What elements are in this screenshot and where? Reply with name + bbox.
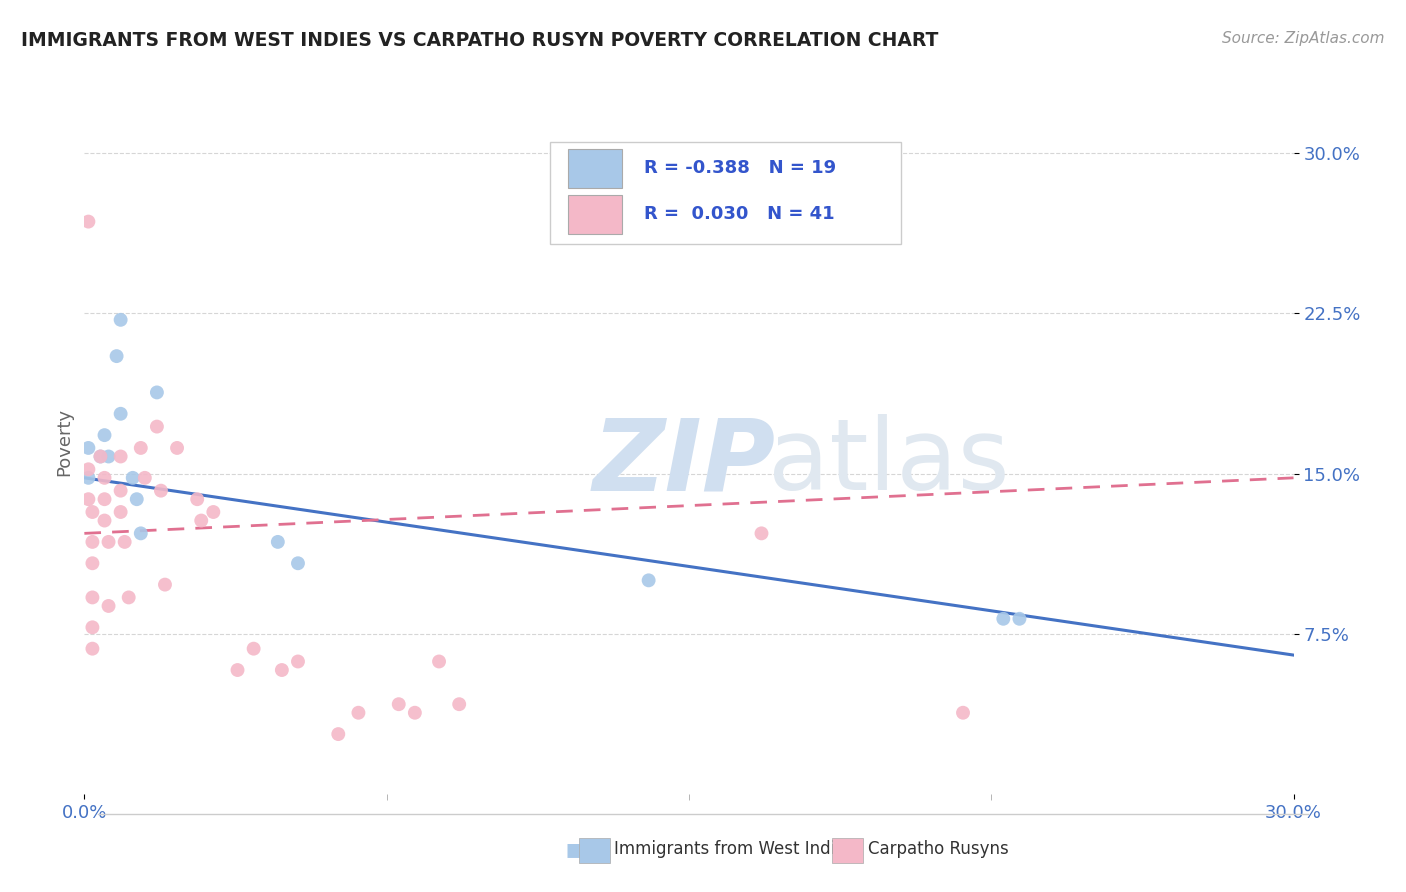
Point: [190, 514, 212, 528]
Point: [287, 655, 309, 669]
Point: [226, 663, 249, 677]
Point: [93, 492, 115, 507]
Point: [89, 450, 111, 464]
Y-axis label: Poverty: Poverty: [55, 408, 73, 475]
Text: Source: ZipAtlas.com: Source: ZipAtlas.com: [1222, 31, 1385, 46]
Point: [242, 641, 264, 656]
Point: [82, 535, 104, 549]
Point: [82, 620, 104, 634]
Point: [110, 505, 132, 519]
Point: [82, 556, 104, 570]
Text: ▪: ▪: [565, 835, 583, 863]
Point: [449, 697, 471, 711]
Text: R =  0.030   N = 41: R = 0.030 N = 41: [644, 205, 835, 223]
Point: [82, 505, 104, 519]
Point: [118, 591, 141, 605]
Point: [89, 450, 111, 464]
Point: [97, 535, 120, 549]
Point: [110, 313, 132, 327]
Text: Carpatho Rusyns: Carpatho Rusyns: [868, 840, 1008, 858]
Point: [287, 556, 309, 570]
Point: [121, 471, 143, 485]
Point: [202, 505, 225, 519]
Point: [110, 407, 132, 421]
Point: [77, 462, 100, 476]
Point: [97, 599, 120, 613]
Text: Immigrants from West Indies: Immigrants from West Indies: [614, 840, 855, 858]
Point: [110, 450, 132, 464]
Point: [952, 706, 974, 720]
Point: [82, 591, 104, 605]
Text: ZIP: ZIP: [592, 414, 775, 511]
Point: [77, 471, 100, 485]
Point: [270, 663, 292, 677]
FancyBboxPatch shape: [550, 142, 901, 244]
Point: [993, 612, 1015, 626]
Point: [166, 441, 188, 455]
Point: [404, 706, 426, 720]
Point: [82, 641, 104, 656]
Point: [267, 535, 290, 549]
Point: [110, 483, 132, 498]
Point: [77, 214, 100, 228]
Text: IMMIGRANTS FROM WEST INDIES VS CARPATHO RUSYN POVERTY CORRELATION CHART: IMMIGRANTS FROM WEST INDIES VS CARPATHO …: [21, 31, 938, 50]
Point: [114, 535, 136, 549]
Point: [637, 574, 659, 588]
Point: [105, 349, 128, 363]
Point: [129, 441, 152, 455]
Point: [153, 577, 176, 591]
Point: [146, 385, 169, 400]
Point: [77, 492, 100, 507]
Point: [97, 450, 120, 464]
FancyBboxPatch shape: [568, 149, 623, 188]
Point: [77, 441, 100, 455]
Point: [347, 706, 370, 720]
Text: R = -0.388   N = 19: R = -0.388 N = 19: [644, 160, 837, 178]
Point: [751, 526, 773, 541]
Point: [1008, 612, 1031, 626]
Point: [427, 655, 450, 669]
Point: [125, 492, 148, 507]
Point: [93, 471, 115, 485]
Point: [134, 471, 156, 485]
Point: [93, 428, 115, 442]
Point: [328, 727, 350, 741]
Point: [146, 419, 169, 434]
Point: [129, 526, 152, 541]
Point: [149, 483, 172, 498]
Text: atlas: atlas: [768, 414, 1010, 511]
Point: [186, 492, 208, 507]
FancyBboxPatch shape: [568, 194, 623, 234]
Point: [93, 514, 115, 528]
Point: [388, 697, 411, 711]
